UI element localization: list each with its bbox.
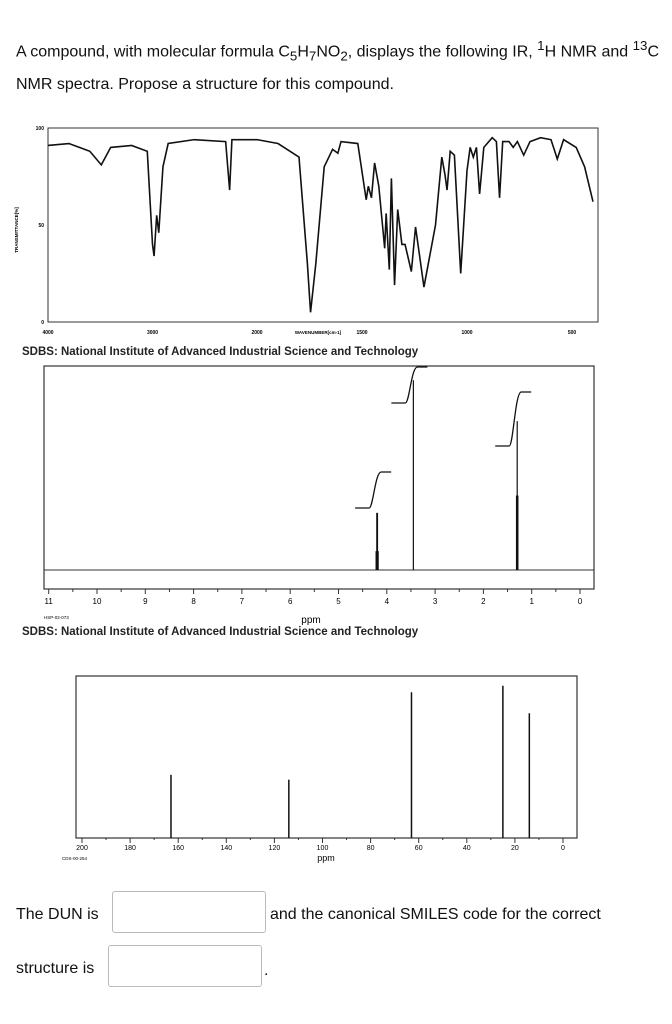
ir-source: SDBS: National Institute of Advanced Ind… [22,346,419,358]
cnmr-code: CDS-00-254 [62,856,88,861]
cnmr-xtick-label: 80 [367,845,375,852]
hnmr-xtick-label: 3 [433,597,438,606]
hnmr-xaxis-label: ppm [301,615,320,626]
cnmr-plot-frame [75,675,578,839]
cnmr-xtick-label: 0 [561,845,565,852]
spectra-figure: 4000 3000 2000 1500 1000 500100500WAVENUMBER[… [14,126,599,863]
ir-xtick-label: 500 [568,330,577,336]
hnmr-xtick-label: 9 [143,597,148,606]
cnmr-xtick-label: 40 [463,845,471,852]
ir-xtick-label: 3000 [147,330,158,336]
ir-ytick-label: 50 [38,223,44,229]
hnmr-xtick-label: 1 [529,597,534,606]
period: . [264,962,269,979]
hnmr-xtick-label: 0 [578,597,583,606]
hnmr-integral-curve [495,391,532,447]
ir-plot-frame [47,127,599,323]
cnmr-xtick-label: 100 [317,845,329,852]
hnmr-xtick-label: 7 [240,597,245,606]
cnmr-xtick-label: 60 [415,845,423,852]
hnmr-integral-curve [355,471,392,509]
smiles-label: and the canonical SMILES code for the co… [270,906,601,923]
cnmr-xtick-label: 140 [220,845,232,852]
ir-yaxis-label: TRANSMITTANCE[%] [14,207,19,253]
question-text: A compound, with molecular formula C5H7N… [16,38,659,93]
ir-xtick-label: 1000 [461,330,472,336]
structure-label: structure is [16,960,95,977]
hnmr-plot-frame [43,365,595,590]
dun-label: The DUN is [16,906,99,923]
cnmr-xtick-label: 160 [172,845,184,852]
hnmr-xtick-label: 8 [191,597,196,606]
hnmr-xtick-label: 11 [45,597,54,606]
ir-xaxis-label: WAVENUMBER[cm-1] [295,330,342,335]
ir-xtick-label: 2000 [251,330,262,336]
ir-ytick-label: 0 [41,320,44,326]
dun-input[interactable] [112,891,266,933]
ir-ytick-label: 100 [36,126,45,132]
cnmr-xtick-label: 120 [269,845,281,852]
hnmr-xtick-label: 4 [385,597,390,606]
ir-xtick-label: 4000 [42,330,53,336]
ir-xtick-label: 1500 [356,330,367,336]
hnmr-code: HSP-02-073 [44,615,69,620]
cnmr-xaxis-label: ppm [317,853,335,863]
hnmr-integral-curve [391,366,428,404]
cnmr-xtick-label: 200 [76,845,88,852]
cnmr-xtick-label: 20 [511,845,519,852]
hnmr-xtick-label: 10 [93,597,102,606]
hnmr-source: SDBS: National Institute of Advanced Ind… [22,626,419,638]
cnmr-xtick-label: 180 [124,845,136,852]
structure-input[interactable] [108,945,262,987]
ir-spectrum-line [47,136,594,313]
hnmr-xtick-label: 2 [481,597,486,606]
hnmr-xtick-label: 5 [336,597,341,606]
hnmr-xtick-label: 6 [288,597,293,606]
